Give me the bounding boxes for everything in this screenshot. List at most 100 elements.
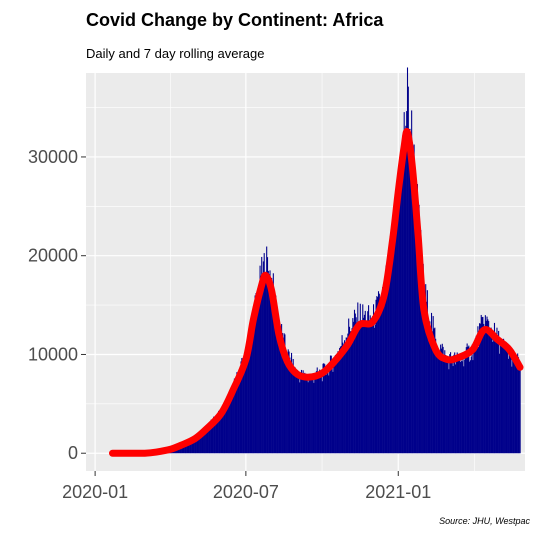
daily-bar bbox=[300, 369, 303, 454]
daily-bar bbox=[207, 426, 209, 454]
daily-bar bbox=[334, 354, 336, 454]
y-tick-label: 10000 bbox=[28, 344, 78, 364]
daily-bar bbox=[359, 303, 361, 454]
daily-bar bbox=[234, 381, 236, 454]
daily-bar bbox=[461, 361, 463, 454]
daily-bar bbox=[503, 341, 505, 454]
daily-bar bbox=[363, 317, 365, 454]
daily-bar bbox=[347, 333, 349, 454]
daily-bar bbox=[512, 357, 514, 454]
daily-bar bbox=[346, 337, 348, 454]
daily-bar bbox=[293, 370, 295, 454]
daily-bar bbox=[232, 385, 234, 454]
daily-bar bbox=[407, 86, 409, 454]
daily-bar bbox=[362, 304, 364, 454]
daily-bar bbox=[447, 357, 449, 454]
daily-bar bbox=[511, 366, 513, 454]
daily-bar bbox=[274, 306, 276, 454]
daily-bar bbox=[350, 333, 352, 454]
daily-bar bbox=[402, 144, 404, 454]
daily-bar bbox=[300, 375, 302, 454]
daily-bar bbox=[209, 422, 211, 454]
daily-bar bbox=[370, 321, 372, 454]
daily-bar bbox=[242, 367, 245, 454]
daily-bar bbox=[416, 184, 418, 454]
daily-bar bbox=[203, 431, 205, 454]
daily-bar bbox=[428, 325, 430, 454]
daily-bar bbox=[199, 433, 201, 454]
daily-bar bbox=[517, 357, 520, 454]
daily-bar bbox=[331, 363, 333, 454]
daily-bar bbox=[421, 277, 423, 454]
daily-bar bbox=[283, 333, 285, 454]
daily-bar bbox=[285, 350, 287, 454]
daily-bar bbox=[355, 317, 357, 454]
daily-bar bbox=[249, 327, 251, 454]
daily-bar bbox=[406, 67, 409, 454]
daily-bar bbox=[410, 135, 412, 454]
daily-bar bbox=[268, 286, 270, 454]
daily-bar bbox=[329, 355, 332, 454]
daily-bar bbox=[508, 354, 510, 454]
daily-bar bbox=[338, 355, 340, 454]
daily-bar bbox=[231, 396, 233, 454]
daily-bar bbox=[430, 329, 432, 454]
daily-bar bbox=[185, 441, 187, 454]
daily-bar bbox=[294, 366, 296, 454]
y-axis: 0 10000 20000 30000 bbox=[28, 147, 86, 463]
daily-bar bbox=[340, 345, 342, 454]
daily-bar bbox=[296, 370, 298, 454]
daily-bar bbox=[513, 353, 515, 454]
daily-bar bbox=[473, 345, 475, 454]
daily-bar bbox=[314, 378, 316, 454]
daily-bar bbox=[235, 381, 237, 454]
daily-bar bbox=[365, 325, 367, 454]
daily-bar bbox=[238, 369, 240, 454]
daily-bar bbox=[510, 349, 512, 454]
daily-bar bbox=[326, 371, 328, 454]
daily-bar bbox=[204, 431, 206, 454]
daily-bar bbox=[457, 354, 459, 454]
daily-bar bbox=[390, 258, 392, 454]
daily-bar bbox=[504, 349, 506, 454]
daily-bar bbox=[337, 351, 339, 454]
daily-bar bbox=[485, 320, 487, 454]
daily-bar bbox=[202, 428, 204, 454]
daily-bar bbox=[193, 439, 195, 454]
daily-bar bbox=[190, 438, 192, 454]
daily-bar bbox=[380, 295, 382, 454]
daily-bar bbox=[416, 215, 418, 454]
daily-bar bbox=[255, 293, 257, 454]
daily-bar bbox=[324, 364, 326, 454]
daily-bar bbox=[378, 293, 380, 454]
daily-bar bbox=[435, 348, 438, 454]
daily-bar bbox=[341, 335, 343, 454]
x-axis: 2020-01 2020-07 2021-01 bbox=[62, 471, 431, 502]
daily-bar bbox=[292, 358, 294, 454]
daily-bar bbox=[440, 344, 442, 454]
daily-bar bbox=[506, 349, 508, 454]
daily-bar bbox=[295, 371, 297, 454]
daily-bar bbox=[476, 345, 478, 454]
x-tick-label: 2020-07 bbox=[213, 482, 279, 502]
daily-bar bbox=[233, 382, 235, 454]
daily-bar bbox=[311, 373, 313, 454]
daily-bar bbox=[254, 295, 256, 454]
daily-bar bbox=[516, 361, 518, 454]
daily-bar bbox=[501, 340, 503, 454]
daily-bar bbox=[313, 382, 315, 454]
daily-bar bbox=[208, 425, 210, 454]
daily-bar bbox=[271, 277, 273, 454]
daily-bar bbox=[377, 291, 380, 454]
daily-bar bbox=[394, 206, 396, 454]
daily-bar bbox=[344, 340, 346, 454]
daily-bar bbox=[277, 317, 279, 454]
daily-bar bbox=[227, 402, 229, 454]
daily-bar bbox=[223, 406, 225, 454]
daily-bar bbox=[258, 291, 260, 454]
daily-bar bbox=[479, 323, 481, 454]
daily-bar bbox=[204, 428, 206, 454]
daily-bar bbox=[305, 379, 307, 454]
daily-bar bbox=[401, 145, 403, 454]
daily-bar bbox=[303, 375, 305, 454]
